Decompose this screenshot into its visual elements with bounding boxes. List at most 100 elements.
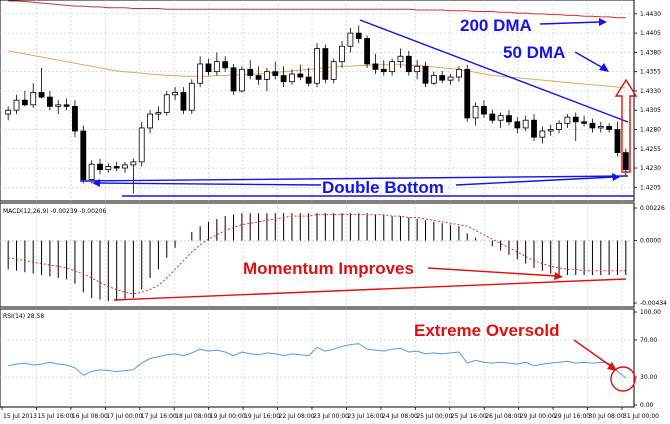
bullish-candle <box>556 122 562 130</box>
bullish-candle <box>414 65 421 73</box>
bearish-candle <box>606 125 613 130</box>
rsi-tick-label: 100.00 <box>640 309 661 316</box>
bullish-candle <box>238 68 245 92</box>
arrowhead-icon <box>554 272 563 280</box>
bullish-candle <box>339 45 345 63</box>
bullish-candle <box>138 127 145 163</box>
candles <box>5 25 629 194</box>
macd-tick-label: 0.0000 <box>640 238 661 245</box>
macd-axis-ticks: 0.00226 0.0000 -0.00434 <box>634 205 667 307</box>
downtrend-line <box>359 19 629 123</box>
bearish-candle <box>589 122 596 129</box>
time-tick-label: 17 Jul 00:00 <box>106 413 142 420</box>
bearish-candle <box>280 75 287 83</box>
time-tick-label: 23 Jul 00:00 <box>313 413 349 420</box>
rsi-tick-label: 0.00 <box>640 402 654 409</box>
bearish-candle <box>355 32 362 39</box>
bearish-candle <box>247 68 254 76</box>
rsi-tick-label: 70.00 <box>640 337 657 344</box>
bullish-candle <box>30 92 37 106</box>
macd-histogram <box>7 213 627 301</box>
dma200-annotation: 200 DMA <box>460 16 532 35</box>
time-tick-label: 25 Jul 16:00 <box>451 413 487 420</box>
bullish-candle <box>389 61 396 73</box>
bearish-candle <box>364 38 370 65</box>
bullish-candle <box>147 113 153 129</box>
bullish-candle <box>564 116 571 124</box>
bearish-candle <box>464 68 471 119</box>
price-tick-label: 1.4230 <box>640 165 661 172</box>
oversold-annotation: Extreme Oversold <box>414 321 560 340</box>
bullish-candle <box>547 129 554 132</box>
bullish-candle <box>430 75 437 84</box>
bullish-candle <box>5 109 12 115</box>
time-tick-label: 23 Jul 16:00 <box>347 413 383 420</box>
bullish-candle <box>264 71 270 80</box>
time-tick-label: 17 Jul 16:00 <box>141 413 177 420</box>
bullish-candle <box>105 166 112 170</box>
price-tick-label: 1.4330 <box>640 88 661 95</box>
price-tick-label: 1.4405 <box>640 30 661 37</box>
rsi-tick-label: 30.00 <box>640 374 657 381</box>
bullish-candle <box>13 99 20 111</box>
bearish-candle <box>113 166 120 169</box>
arrowhead-icon <box>599 63 609 72</box>
bearish-candle <box>506 115 512 123</box>
price-tick-label: 1.4255 <box>640 146 661 153</box>
bearish-candle <box>372 63 379 70</box>
time-tick-label: 31 Jul 00:00 <box>623 413 659 420</box>
bearish-candle <box>439 75 446 81</box>
price-tick-label: 1.4380 <box>640 49 661 56</box>
bullish-candle <box>539 130 546 138</box>
bearish-candle <box>80 130 87 180</box>
time-tick-label: 29 Jul 16:00 <box>554 413 590 420</box>
macd-label: MACD(12,26,9) -0.00239 -0.00206 <box>3 208 107 215</box>
bullish-candle <box>55 104 62 107</box>
time-tick-label: 30 Jul 08:00 <box>589 413 625 420</box>
price-tick-label: 1.4280 <box>640 126 661 133</box>
time-tick-label: 22 Jul 08:00 <box>279 413 315 420</box>
bullish-candle <box>497 115 504 121</box>
price-tick-label: 1.4205 <box>640 184 661 191</box>
bullish-candle <box>289 73 295 83</box>
rsi-label: RSI(14) 28.58 <box>3 313 44 320</box>
bullish-candle <box>314 48 320 84</box>
bullish-candle <box>188 82 195 111</box>
bullish-candle <box>130 161 137 166</box>
bearish-candle <box>63 104 70 107</box>
dma200-line <box>8 0 626 19</box>
bullish-candle <box>597 125 604 129</box>
bearish-candle <box>205 63 212 73</box>
price-axis-ticks: 1.4430 1.4405 1.4380 1.4355 1.4330 1.4305 1.42… <box>634 11 661 191</box>
time-tick-label: 25 Jul 00:00 <box>416 413 452 420</box>
bearish-candle <box>405 55 412 73</box>
bullish-candle <box>397 55 404 63</box>
bullish-candle <box>88 163 95 180</box>
momentum-trend-line <box>113 278 627 301</box>
rsi-line <box>8 343 627 379</box>
time-tick-label: 24 Jul 08:00 <box>382 413 418 420</box>
bearish-candle <box>297 73 304 78</box>
bearish-candle <box>222 61 229 69</box>
arrowhead-icon <box>607 362 617 371</box>
time-tick-label: 15 Jul 16:00 <box>37 413 73 420</box>
bullish-candle <box>330 61 337 80</box>
bearish-candle <box>97 163 103 170</box>
bullish-candle <box>472 105 479 119</box>
macd-tick-label: 0.00226 <box>640 205 665 212</box>
arrowhead-icon <box>612 173 620 181</box>
bullish-candle <box>213 61 220 73</box>
bullish-candle <box>522 119 529 129</box>
rsi-panel <box>0 308 635 408</box>
time-tick-label: 29 Jul 00:00 <box>520 413 556 420</box>
bearish-candle <box>531 119 537 138</box>
bullish-candle <box>163 94 170 113</box>
momentum-annotation: Momentum Improves <box>243 259 414 278</box>
price-tick-label: 1.4305 <box>640 107 661 114</box>
bullish-candle <box>197 63 204 84</box>
bullish-candle <box>447 76 454 81</box>
macd-tick-label: -0.00434 <box>640 300 667 307</box>
bearish-candle <box>255 75 262 80</box>
bearish-candle <box>380 68 387 73</box>
